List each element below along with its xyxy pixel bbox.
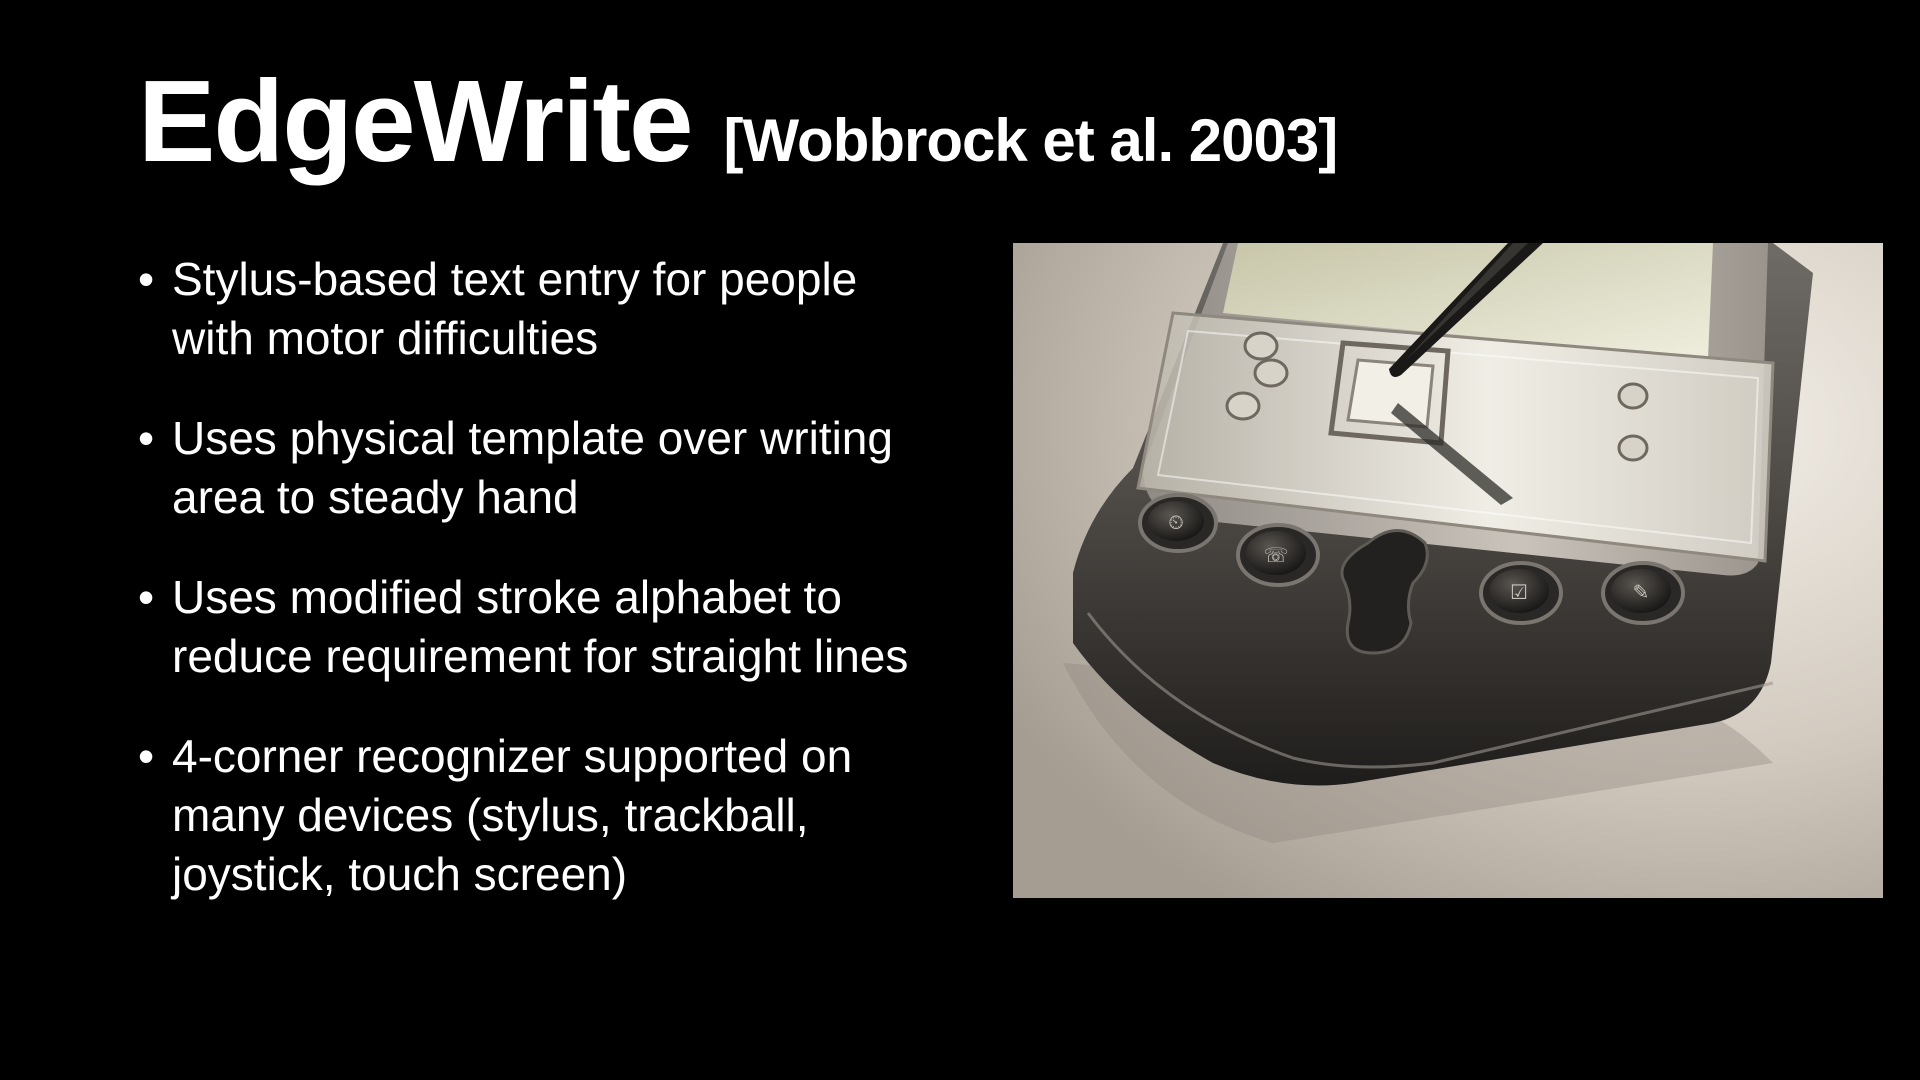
bullet-item: • 4-corner recognizer supported on many … [138, 727, 938, 904]
title-row: EdgeWrite [Wobbrock et al. 2003] [138, 52, 1339, 191]
bullet-icon: • [138, 571, 155, 623]
bullet-icon: • [138, 412, 155, 464]
pda-photo: ⏲ ☏ ☑ ✎ [1013, 243, 1883, 898]
bullet-icon: • [138, 730, 155, 782]
slide-title: EdgeWrite [138, 56, 694, 186]
svg-text:✎: ✎ [1633, 580, 1650, 604]
bullet-text: 4-corner recognizer supported on many de… [172, 730, 853, 900]
bullet-text: Uses physical template over writing area… [172, 412, 893, 523]
bullet-icon: • [138, 253, 155, 305]
bullet-item: • Uses modified stroke alphabet to reduc… [138, 568, 938, 686]
bullet-text: Uses modified stroke alphabet to reduce … [172, 571, 909, 682]
slide-citation: [Wobbrock et al. 2003] [723, 107, 1339, 174]
bullet-text: Stylus-based text entry for people with … [172, 253, 858, 364]
svg-text:☑: ☑ [1510, 580, 1528, 604]
bullet-list: • Stylus-based text entry for people wit… [138, 250, 938, 945]
bullet-item: • Stylus-based text entry for people wit… [138, 250, 938, 368]
bullet-item: • Uses physical template over writing ar… [138, 409, 938, 527]
svg-text:☏: ☏ [1263, 543, 1288, 567]
svg-text:⏲: ⏲ [1168, 510, 1184, 534]
